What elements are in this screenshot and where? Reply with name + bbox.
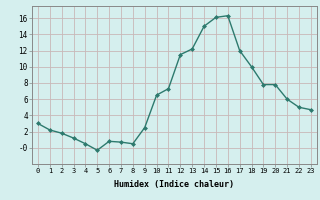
- X-axis label: Humidex (Indice chaleur): Humidex (Indice chaleur): [115, 180, 234, 189]
